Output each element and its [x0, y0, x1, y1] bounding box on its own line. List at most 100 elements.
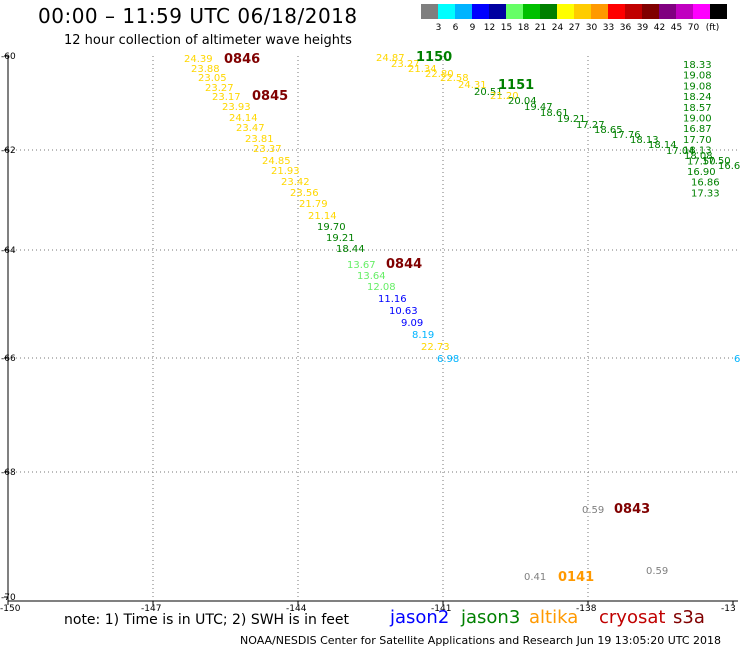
wave-height-value: 19.08: [683, 71, 712, 82]
wave-height-value: 6: [734, 354, 740, 365]
wave-height-value: 24.85: [262, 156, 291, 167]
legend-cryosat: cryosat: [599, 607, 666, 628]
legend-label: 27: [568, 23, 581, 33]
pass-time-label: 0843: [614, 502, 650, 517]
pass-time-label: 0141: [558, 570, 594, 585]
lon-label: -138: [576, 604, 597, 614]
map-title: 00:00 – 11:59 UTC 06/18/2018: [38, 4, 358, 28]
wave-height-value: 17.04: [666, 146, 695, 157]
wave-height-value: 22.80: [425, 69, 454, 80]
legend-label: 70: [687, 23, 700, 33]
axis-ticks: -60 -62 -64 -66 -68 -70-150 -147 -144 -141 -138 -1…: [0, 52, 736, 614]
lon-label: -13: [721, 604, 736, 614]
wave-height-value: 12.08: [367, 282, 396, 293]
legend-label: 24: [551, 23, 564, 33]
legend-swatch: [608, 4, 625, 19]
wave-height-value: 20.04: [508, 96, 537, 107]
wave-height-value: 16.87: [683, 124, 712, 135]
legend-label: 12: [483, 23, 496, 33]
wave-height-value: 19.70: [317, 222, 346, 233]
pass-time-label: 1150: [416, 50, 452, 65]
legend-swatch: [574, 4, 591, 19]
wave-height-value: 22.73: [421, 342, 450, 353]
wave-height-value: 13.67: [347, 260, 376, 271]
pass-time-label: 0846: [224, 52, 260, 67]
legend-altika: altika: [529, 607, 579, 628]
legend-swatch: [455, 4, 472, 19]
lat-label: -70: [1, 593, 16, 603]
wave-height-value: 18.08: [684, 151, 713, 162]
wave-height-value: 23.05: [198, 73, 227, 84]
legend-swatch: [421, 4, 438, 19]
legend-swatch: [472, 4, 489, 19]
wave-height-value: 17.50: [687, 156, 716, 167]
wave-height-value: 19.21: [326, 233, 355, 244]
legend-label: 18: [517, 23, 530, 33]
legend-label: 36: [619, 23, 632, 33]
wave-height-value: 21.79: [299, 199, 328, 210]
lon-label: -150: [0, 604, 21, 614]
wave-height-value: 16.86: [691, 178, 720, 189]
wave-height-value: 18.13: [683, 146, 712, 157]
legend-s3a: s3a: [673, 607, 705, 628]
wave-height-value: 23.17: [212, 92, 241, 103]
wave-height-value: 19.47: [524, 102, 553, 113]
wave-height-value: 21.14: [308, 211, 337, 222]
legend-swatch: [540, 4, 557, 19]
wave-height-value: 23.42: [281, 177, 310, 188]
wave-height-value: 23.93: [222, 102, 251, 113]
pass-time-label: 0845: [252, 89, 288, 104]
wave-height-value: 24.87: [376, 53, 405, 64]
wave-height-value: 22.58: [440, 73, 469, 84]
legend-label: 33: [602, 23, 615, 33]
legend-label: 21: [534, 23, 547, 33]
wave-height-value: 0.41: [524, 572, 546, 583]
wave-height-value: 6.98: [437, 354, 459, 365]
wave-height-value: 21.93: [271, 166, 300, 177]
pass-time-label: 1151: [498, 78, 534, 93]
wave-height-value: 21.20: [490, 91, 519, 102]
wave-height-value: 17.33: [691, 188, 720, 199]
legend-swatch: [710, 4, 727, 19]
lat-label: -64: [1, 246, 16, 256]
wave-height-value: 8.19: [412, 330, 434, 341]
map-frame: [7, 56, 738, 602]
wave-height-value: 17.50: [702, 156, 731, 167]
legend-label: 42: [653, 23, 666, 33]
legend-label: 3: [435, 23, 442, 33]
lon-label: -144: [286, 604, 307, 614]
wave-height-value: 23.37: [253, 144, 282, 155]
lat-label: -60: [1, 52, 16, 62]
legend-swatch: [557, 4, 574, 19]
wave-height-value: 16.6: [718, 161, 740, 172]
wave-height-value: 18.24: [683, 92, 712, 103]
legend-unit: (ft): [705, 23, 720, 33]
legend-swatch: [523, 4, 540, 19]
legend-swatch: [642, 4, 659, 19]
wave-height-value: 18.61: [540, 108, 569, 119]
legend-swatch: [438, 4, 455, 19]
lat-label: -68: [1, 468, 16, 478]
lat-label: -62: [1, 146, 16, 156]
legend-label: 30: [585, 23, 598, 33]
wave-height-value: 23.56: [290, 188, 319, 199]
wave-height-value: 17.70: [683, 135, 712, 146]
legend-swatch: [625, 4, 642, 19]
wave-height-value: 9.09: [401, 318, 423, 329]
wave-height-value: 17.76: [612, 130, 641, 141]
wave-height-value: 23.27: [205, 83, 234, 94]
legend-swatch: [676, 4, 693, 19]
footnote: note: 1) Time is in UTC; 2) SWH is in fe…: [64, 612, 350, 628]
legend-swatch: [693, 4, 710, 19]
legend-swatch: [506, 4, 523, 19]
wave-height-value: 18.13: [630, 135, 659, 146]
legend-label: 9: [469, 23, 476, 33]
wave-height-value: 23.47: [236, 123, 265, 134]
wave-height-value: 10.63: [389, 306, 418, 317]
lon-label: -141: [431, 604, 451, 614]
wave-height-value: 16.90: [687, 167, 716, 178]
wave-height-value: 23.81: [245, 134, 274, 145]
wave-height-value: 18.57: [683, 103, 712, 114]
wave-height-value: 20.51: [474, 87, 503, 98]
